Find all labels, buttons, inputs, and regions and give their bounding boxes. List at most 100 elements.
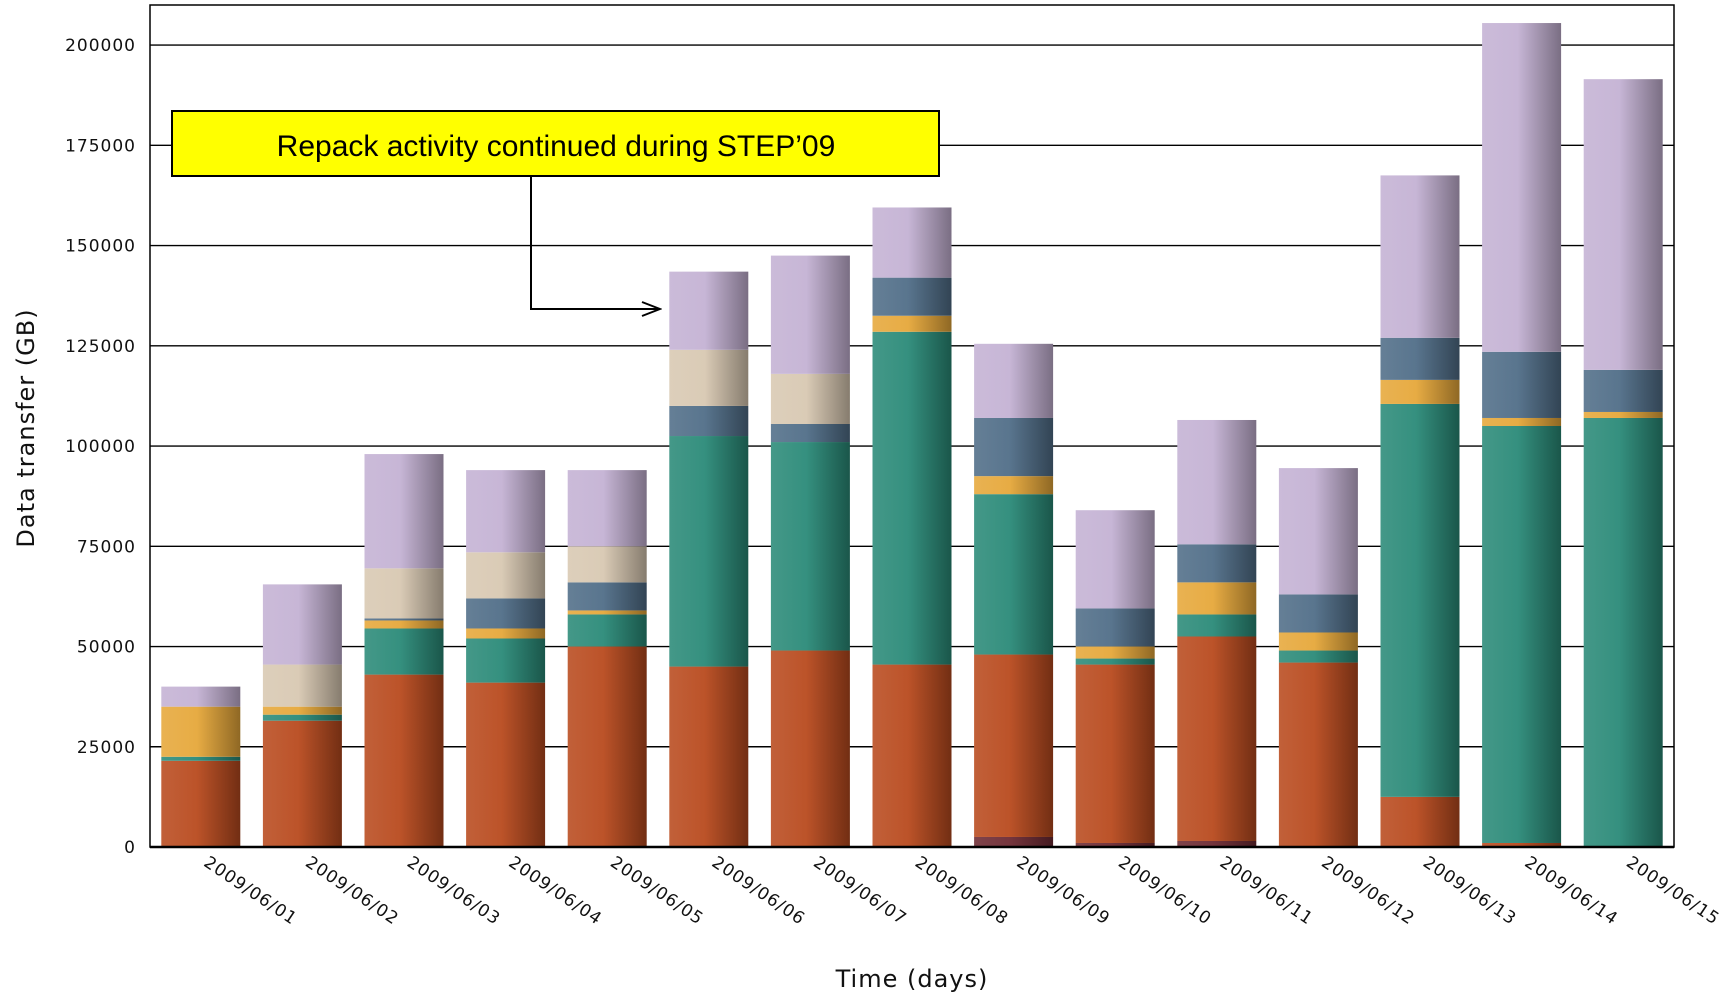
bar-stack [669, 271, 749, 847]
bar-segment [161, 686, 241, 707]
bar-segment [567, 614, 647, 647]
y-tick-label: 25000 [77, 738, 136, 758]
bar-segment [872, 277, 952, 316]
bar-segment [1075, 608, 1155, 647]
bar-segment [974, 494, 1054, 655]
bar-segment [262, 664, 342, 707]
bar-segment [364, 454, 444, 569]
bar-segment [1075, 646, 1155, 659]
y-tick-label: 150000 [65, 237, 136, 257]
x-tick-labels: 2009/06/01 2009/06/02 2009/06/03 2009/06/04… [200, 853, 1723, 930]
bar-segment [1177, 582, 1257, 615]
bar-segment [364, 628, 444, 675]
bar-segment [1278, 594, 1358, 633]
bar-segment [161, 760, 241, 847]
bar-segment [1278, 468, 1358, 595]
bar-segment [466, 628, 546, 639]
bar-segment [364, 568, 444, 619]
x-tick-label: 2009/06/03 [403, 853, 504, 930]
bar-segment [466, 682, 546, 847]
bar-segment [974, 654, 1054, 837]
bar-segment [1278, 650, 1358, 663]
bar-segment [466, 552, 546, 599]
bar-segment [1583, 411, 1663, 418]
x-tick-label: 2009/06/15 [1622, 853, 1723, 930]
y-tick-label: 50000 [77, 638, 136, 658]
bar-stack [1075, 510, 1155, 847]
bar-segment [1177, 544, 1257, 583]
bar-segment [669, 666, 749, 847]
y-tick-labels: 0 25000 50000 75000 100000 125000 150000 175000… [65, 36, 136, 858]
bar-segment [364, 618, 444, 621]
bar-stack [567, 470, 647, 847]
y-tick-label: 100000 [65, 437, 136, 457]
bar-segment [364, 674, 444, 847]
bar-segment [872, 331, 952, 665]
x-tick-label: 2009/06/02 [302, 853, 403, 930]
annotation-text: Repack activity continued during STEP’09 [277, 130, 836, 163]
bar-segment [872, 315, 952, 332]
bar-stack [364, 454, 444, 847]
bar-segment [669, 349, 749, 406]
bar-segment [1075, 510, 1155, 609]
bar-segment [669, 436, 749, 667]
bar-segment [364, 620, 444, 629]
bar-segment [1482, 417, 1562, 426]
bar-stack [1380, 175, 1460, 847]
y-axis-title: Data transfer (GB) [12, 308, 40, 547]
bar-segment [770, 442, 850, 651]
bar-segment [770, 650, 850, 847]
bar-segment [1278, 662, 1358, 847]
bar-segment [669, 405, 749, 437]
bar-stack [1482, 23, 1562, 847]
x-tick-label: 2009/06/06 [708, 853, 809, 930]
bar-segment [567, 546, 647, 583]
bar-segment [1380, 175, 1460, 338]
bar-segment [1177, 840, 1257, 847]
bar-segment [1482, 351, 1562, 418]
annotation-box [171, 110, 940, 177]
bar-segment [1278, 632, 1358, 651]
bar-segment [1177, 614, 1257, 637]
x-tick-label: 2009/06/12 [1318, 853, 1419, 930]
bar-segment [1482, 842, 1562, 847]
bar-segment [1380, 796, 1460, 847]
bar-segment [1177, 419, 1257, 545]
x-tick-label: 2009/06/14 [1521, 853, 1622, 930]
bar-segment [567, 610, 647, 615]
bar-stack [1177, 419, 1257, 847]
bar-segment [974, 417, 1054, 477]
bar-stack [974, 343, 1054, 847]
x-tick-label: 2009/06/08 [911, 853, 1012, 930]
bar-segment [1583, 79, 1663, 370]
bar-stack [262, 584, 342, 847]
bar-stack [161, 686, 241, 847]
bar-segment [567, 582, 647, 611]
bar-segment [262, 714, 342, 721]
bar-segment [770, 255, 850, 374]
x-tick-label: 2009/06/04 [505, 853, 606, 930]
bar-segment [466, 598, 546, 629]
annotation-arrow [530, 176, 660, 309]
bar-segment [872, 207, 952, 278]
y-tick-label: 0 [124, 838, 136, 858]
x-tick-label: 2009/06/13 [1419, 853, 1520, 930]
bar-segment [1380, 379, 1460, 404]
bar-segment [161, 706, 241, 757]
bar-segment [974, 476, 1054, 495]
axes [149, 4, 1675, 849]
y-tick-label: 200000 [65, 36, 136, 56]
bar-segment [1482, 23, 1562, 352]
bar-segment [262, 720, 342, 847]
bar-segment [770, 423, 850, 443]
bar-segment [1075, 664, 1155, 843]
bar-segment [1177, 636, 1257, 841]
bar-segment [567, 646, 647, 847]
x-tick-label: 2009/06/07 [810, 853, 911, 930]
bar-segment [1583, 369, 1663, 412]
bar-segment [262, 584, 342, 665]
bar-segment [1583, 417, 1663, 847]
bar-stack [1583, 79, 1663, 847]
